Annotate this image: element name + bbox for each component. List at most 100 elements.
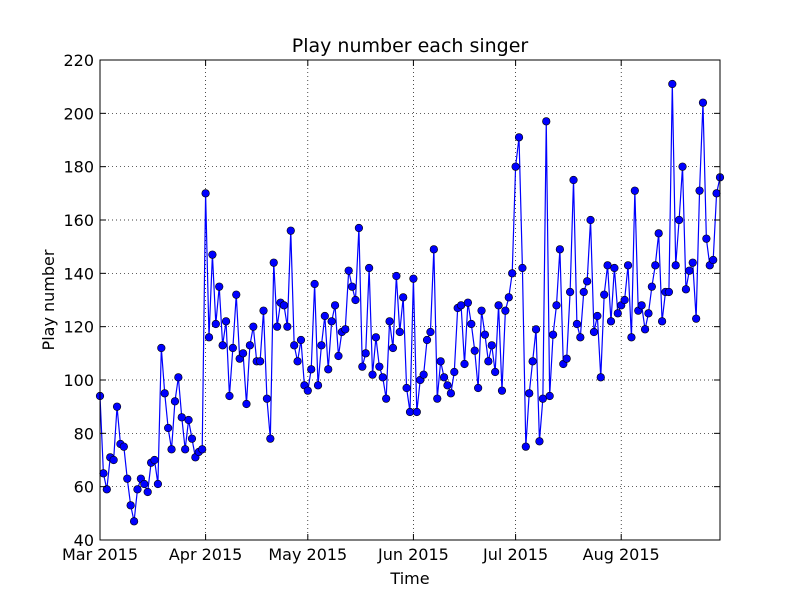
y-tick-label: 140 [63, 264, 94, 283]
data-point [443, 381, 452, 390]
data-point [671, 261, 680, 270]
data-point [586, 215, 595, 225]
y-tick-label: 160 [63, 211, 94, 230]
data-point [378, 373, 387, 382]
data-point [685, 266, 694, 275]
data-point [494, 301, 503, 310]
data-point [371, 333, 381, 342]
data-point [177, 413, 186, 422]
data-point [487, 341, 496, 350]
data-point [664, 287, 674, 297]
data-point [392, 271, 401, 281]
data-point [610, 263, 619, 273]
data-point [140, 479, 149, 489]
data-point [303, 386, 312, 395]
data-point [181, 445, 190, 454]
data-point [228, 343, 237, 353]
data-point [307, 365, 316, 374]
data-point [606, 317, 616, 326]
data-point [313, 381, 323, 390]
data-point [395, 327, 404, 337]
plot-area-frame [99, 59, 721, 541]
data-point [351, 295, 360, 305]
data-point [422, 335, 432, 345]
data-point [542, 117, 551, 126]
data-point [204, 333, 214, 342]
data-point [593, 311, 602, 321]
x-tick-label: Jun 2015 [377, 545, 449, 564]
data-point [518, 263, 527, 273]
data-point [112, 402, 122, 411]
chart-title: Play number each singer [292, 35, 529, 57]
data-point [566, 287, 575, 297]
data-point [330, 301, 340, 310]
data-point [119, 442, 128, 451]
data-point [211, 319, 220, 329]
data-point [623, 261, 633, 270]
data-point [143, 487, 152, 497]
data-point [164, 423, 173, 433]
data-point [208, 250, 217, 259]
data-point [184, 415, 193, 425]
data-point [320, 311, 329, 321]
data-point [709, 255, 718, 265]
data-point [109, 455, 118, 465]
data-point [412, 407, 421, 417]
data-point [457, 301, 466, 310]
data-point [600, 290, 609, 299]
data-point [405, 407, 415, 417]
data-point [123, 474, 132, 483]
y-tick-label: 200 [63, 104, 94, 123]
data-point [334, 351, 343, 361]
data-point [467, 319, 476, 329]
data-point [470, 346, 479, 355]
data-point [266, 434, 275, 443]
data-point [548, 330, 558, 339]
data-point [552, 301, 561, 310]
data-point [354, 223, 364, 233]
data-point [129, 517, 139, 526]
data-point [545, 391, 554, 401]
x-tick-labels: Mar 2015 Apr 2015 May 2015 Jun 2015 Jul 2015… [62, 545, 660, 564]
data-point [344, 266, 353, 275]
data-point [668, 79, 677, 89]
data-point [678, 162, 687, 171]
data-point [596, 373, 605, 382]
data-point [238, 349, 248, 358]
x-tick-label: Jul 2015 [482, 545, 548, 564]
data-point [324, 365, 333, 374]
data-point [273, 322, 282, 331]
data-point [399, 293, 408, 302]
data-point [439, 373, 449, 382]
data-point [501, 306, 510, 315]
data-point [651, 261, 660, 270]
data-point [572, 319, 582, 329]
data-point [429, 245, 438, 254]
data-point [293, 357, 302, 366]
data-point [511, 162, 520, 171]
data-point [198, 445, 207, 454]
data-point [375, 362, 384, 371]
data-point [589, 327, 599, 337]
data-point [460, 359, 469, 369]
data-point [576, 333, 585, 342]
y-tick-label: 80 [74, 424, 94, 443]
data-point [525, 389, 534, 398]
data-point [702, 234, 711, 243]
data-point [225, 391, 234, 401]
data-point [99, 469, 108, 478]
data-point [630, 186, 639, 195]
data-point [463, 298, 473, 307]
data-point [368, 370, 377, 379]
data-point [153, 479, 163, 489]
data-point [133, 485, 142, 494]
data-point [317, 341, 326, 350]
data-point [283, 322, 292, 331]
data-point [583, 277, 592, 286]
data-point [484, 357, 493, 366]
data-point [361, 349, 370, 358]
data-point [446, 389, 455, 398]
y-tick-label: 180 [63, 158, 94, 177]
data-point [215, 282, 224, 291]
data-point [269, 258, 278, 267]
